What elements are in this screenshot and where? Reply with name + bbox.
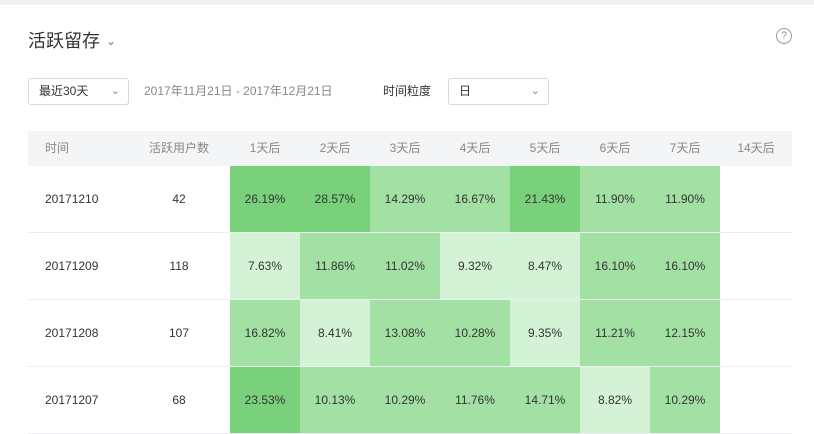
row-active-users: 68 — [172, 393, 186, 407]
retention-cell: 8.47% — [510, 233, 580, 299]
retention-cell: 10.28% — [440, 300, 510, 366]
row-date: 20171210 — [45, 192, 99, 206]
row-active-users: 107 — [168, 326, 190, 340]
retention-cell: 14.29% — [370, 166, 440, 232]
page-title-dropdown[interactable]: 活跃留存 ⌄ — [28, 28, 116, 52]
chevron-down-icon: ⌄ — [530, 85, 540, 97]
retention-cell: 7.63% — [230, 233, 300, 299]
retention-cell: 9.32% — [440, 233, 510, 299]
help-icon[interactable]: ? — [776, 28, 792, 44]
retention-cell: 10.13% — [300, 367, 370, 433]
table-row: 20171209 118 7.63% 11.86% 11.02% 9.32% 8… — [28, 233, 792, 300]
retention-cell: 8.41% — [300, 300, 370, 366]
range-select[interactable]: 最近30天 ⌄ — [28, 78, 129, 105]
header-day3: 3天后 — [389, 141, 421, 155]
retention-cell: 10.29% — [650, 367, 720, 433]
header-day7: 7天后 — [669, 141, 701, 155]
row-date: 20171208 — [45, 326, 99, 340]
date-range-text: 2017年11月21日 - 2017年12月21日 — [144, 84, 333, 98]
range-select-value: 最近30天 — [39, 84, 89, 98]
retention-cell: 11.02% — [370, 233, 440, 299]
row-active-users: 118 — [169, 259, 189, 273]
retention-table: 时间 活跃用户数 1天后 2天后 3天后 4天后 5天后 6天后 7天后 14天… — [28, 131, 792, 434]
granularity-select-value: 日 — [459, 84, 472, 98]
retention-cell: 11.90% — [580, 166, 650, 232]
chevron-down-icon: ⌄ — [110, 85, 120, 97]
retention-cell: 16.10% — [650, 233, 720, 299]
granularity-label: 时间粒度 — [383, 84, 432, 98]
header-active-users: 活跃用户数 — [148, 141, 209, 155]
table-row: 20171207 68 23.53% 10.13% 10.29% 11.76% … — [28, 367, 792, 434]
retention-cell — [720, 166, 792, 232]
header-day14: 14天后 — [737, 141, 775, 155]
retention-cell: 12.15% — [650, 300, 720, 366]
table-row: 20171210 42 26.19% 28.57% 14.29% 16.67% … — [28, 166, 792, 233]
retention-cell: 23.53% — [230, 367, 300, 433]
granularity-select[interactable]: 日 ⌄ — [448, 78, 549, 105]
retention-cell: 9.35% — [510, 300, 580, 366]
retention-cell: 11.21% — [580, 300, 650, 366]
table-row: 20171208 107 16.82% 8.41% 13.08% 10.28% … — [28, 300, 792, 367]
retention-cell: 10.29% — [370, 367, 440, 433]
retention-cell: 14.71% — [510, 367, 580, 433]
retention-cell: 26.19% — [230, 166, 300, 232]
retention-cell: 11.76% — [440, 367, 510, 433]
header-day4: 4天后 — [459, 141, 491, 155]
retention-cell — [720, 367, 792, 433]
retention-cell — [720, 233, 792, 299]
header-day5: 5天后 — [529, 141, 561, 155]
header-day1: 1天后 — [249, 141, 281, 155]
page-title: 活跃留存 — [28, 31, 100, 51]
chevron-down-icon: ⌄ — [106, 34, 117, 48]
retention-cell: 11.86% — [300, 233, 370, 299]
header-day2: 2天后 — [319, 141, 351, 155]
retention-cell: 28.57% — [300, 166, 370, 232]
header-day6: 6天后 — [599, 141, 631, 155]
retention-cell: 13.08% — [370, 300, 440, 366]
retention-cell: 16.82% — [230, 300, 300, 366]
retention-cell: 16.67% — [440, 166, 510, 232]
filter-bar: 最近30天 ⌄ 2017年11月21日 - 2017年12月21日 时间粒度 日… — [28, 78, 788, 105]
row-date: 20171207 — [45, 393, 99, 407]
row-date: 20171209 — [45, 259, 99, 273]
top-strip — [0, 0, 814, 5]
header-time: 时间 — [45, 141, 70, 155]
row-active-users: 42 — [172, 192, 186, 206]
retention-cell: 8.82% — [580, 367, 650, 433]
retention-cell: 11.90% — [650, 166, 720, 232]
retention-cell: 16.10% — [580, 233, 650, 299]
retention-cell: 21.43% — [510, 166, 580, 232]
table-header: 时间 活跃用户数 1天后 2天后 3天后 4天后 5天后 6天后 7天后 14天… — [28, 131, 792, 166]
retention-cell — [720, 300, 792, 366]
